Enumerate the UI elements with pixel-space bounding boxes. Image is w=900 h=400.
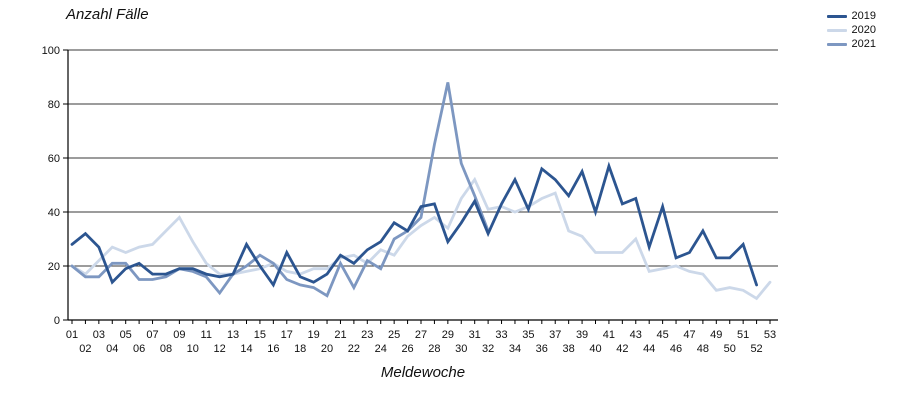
y-tick-label: 80 (48, 99, 60, 111)
x-tick-label: 42 (616, 343, 628, 355)
x-tick-label: 36 (536, 343, 548, 355)
x-tick-label: 24 (375, 343, 387, 355)
x-tick-label: 53 (764, 329, 776, 341)
x-tick-label: 50 (724, 343, 736, 355)
x-tick-label: 13 (227, 329, 239, 341)
x-tick-label: 39 (576, 329, 588, 341)
x-tick-label: 10 (187, 343, 199, 355)
x-tick-label: 23 (361, 329, 373, 341)
x-tick-label: 17 (281, 329, 293, 341)
x-tick-label: 43 (630, 329, 642, 341)
x-tick-label: 22 (348, 343, 360, 355)
x-tick-label: 49 (710, 329, 722, 341)
x-axis-title: Meldewoche (380, 364, 466, 381)
x-tick-label: 01 (66, 329, 78, 341)
legend-label-2019: 2019 (851, 10, 876, 22)
x-tick-label: 31 (469, 329, 481, 341)
x-tick-label: 19 (307, 329, 319, 341)
x-tick-label: 46 (670, 343, 682, 355)
x-tick-label: 25 (388, 329, 400, 341)
x-tick-label: 03 (93, 329, 105, 341)
x-tick-label: 34 (509, 343, 521, 355)
series-line-2019 (70, 161, 758, 288)
x-tick-label: 02 (79, 343, 91, 355)
gridlines (63, 49, 778, 321)
legend-swatch-2020 (826, 29, 847, 32)
x-tick-label: 26 (401, 343, 413, 355)
x-tick-label: 32 (482, 343, 494, 355)
legend-label-2020: 2020 (851, 24, 876, 36)
x-tick-label: 37 (549, 329, 561, 341)
x-tick-label: 35 (522, 329, 534, 341)
x-tick-label: 11 (201, 329, 212, 341)
x-tick-label: 45 (656, 329, 668, 341)
legend-swatch-2019 (826, 15, 847, 18)
x-tick-label: 16 (267, 343, 279, 355)
x-tick-label: 05 (120, 329, 132, 341)
x-tick-label: 12 (214, 343, 226, 355)
x-axis-ticks (71, 320, 771, 324)
x-tick-label: 06 (133, 343, 145, 355)
x-tick-label: 44 (643, 343, 655, 355)
y-axis-labels: 0 20 40 60 80 100 (42, 45, 60, 327)
x-tick-label: 47 (683, 329, 695, 341)
x-tick-label: 30 (455, 343, 467, 355)
x-tick-label: 29 (442, 329, 454, 341)
x-tick-label: 09 (173, 329, 185, 341)
x-tick-label: 52 (750, 343, 762, 355)
legend-item-2020: 2020 (826, 24, 876, 37)
y-tick-label: 40 (48, 207, 60, 219)
legend-swatch-2021 (826, 43, 847, 46)
chart-title: Anzahl Fälle (66, 6, 149, 23)
x-tick-label: 21 (334, 329, 346, 341)
legend-label-2021: 2021 (851, 38, 876, 50)
x-tick-label: 27 (415, 329, 427, 341)
x-tick-label: 15 (254, 329, 266, 341)
legend-item-2021: 2021 (826, 38, 876, 51)
x-axis-labels: 0102030405060708091011121314151617181920… (66, 329, 776, 355)
series-line-2020 (70, 176, 772, 301)
x-tick-label: 04 (106, 343, 118, 355)
y-tick-label: 60 (48, 153, 60, 165)
x-tick-label: 48 (697, 343, 709, 355)
x-tick-label: 08 (160, 343, 172, 355)
x-tick-label: 18 (294, 343, 306, 355)
x-tick-label: 20 (321, 343, 333, 355)
legend-item-2019: 2019 (826, 10, 876, 23)
legend: 2019 2020 2021 (826, 10, 876, 51)
x-tick-label: 14 (240, 343, 252, 355)
x-tick-label: 38 (563, 343, 575, 355)
x-tick-label: 40 (589, 343, 601, 355)
y-tick-label: 20 (48, 261, 60, 273)
y-tick-label: 100 (42, 45, 60, 57)
x-tick-label: 51 (737, 329, 749, 341)
x-tick-label: 28 (428, 343, 440, 355)
x-tick-label: 33 (495, 329, 507, 341)
y-tick-label: 0 (54, 315, 60, 327)
x-tick-label: 41 (603, 329, 615, 341)
x-tick-label: 07 (146, 329, 158, 341)
